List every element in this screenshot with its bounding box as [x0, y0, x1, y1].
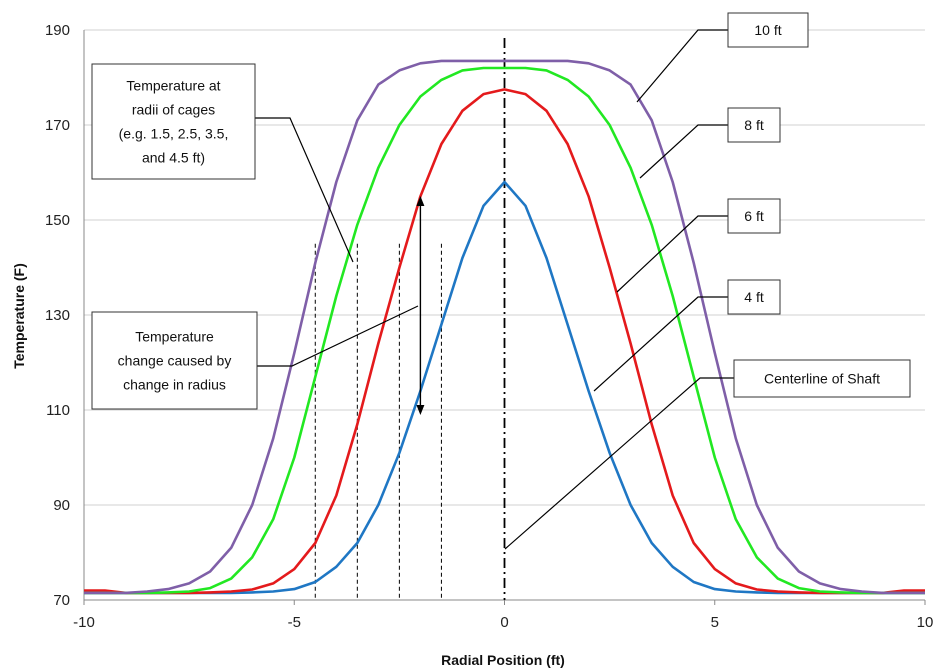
annotation-box-c6	[727, 198, 781, 234]
annotation-text-cages: radii of cages	[132, 102, 215, 118]
leader-change	[257, 305, 419, 367]
y-tick-label: 150	[45, 212, 70, 229]
y-tick-label: 90	[53, 497, 70, 514]
leader-c10	[636, 29, 728, 103]
x-tick-label: -5	[288, 614, 301, 631]
annotation-box-change	[91, 311, 258, 410]
x-tick-label: 10	[917, 614, 934, 631]
series-lines	[84, 59, 925, 595]
y-tick-label: 130	[45, 307, 70, 324]
annotation-text-change: change caused by	[118, 353, 232, 369]
series-line-6ft	[84, 88, 925, 595]
series-line-8ft	[84, 66, 925, 595]
annotation-text-change: change in radius	[123, 377, 226, 393]
annotation-text-cages: Temperature at	[126, 78, 220, 94]
annotation-box-cages	[91, 63, 256, 180]
leader-c8	[639, 124, 728, 179]
annotation-boxes: Temperature at radii of cages (e.g. 1.5, 2…	[91, 12, 911, 410]
y-tick-label: 110	[46, 402, 70, 419]
x-tick-label: 0	[500, 614, 508, 631]
annotation-text-cages: and 4.5 ft)	[142, 150, 205, 166]
series-line-10ft	[84, 59, 925, 595]
y-tick-label: 70	[53, 592, 70, 609]
x-tick-label: -10	[73, 614, 95, 631]
annotation-text-shaft: Centerline of Shaft	[764, 371, 880, 387]
annotation-box-shaft	[733, 359, 911, 398]
leader-c6	[616, 215, 728, 293]
annotation-text-change: Temperature	[135, 329, 214, 345]
annotation-box-c4	[727, 279, 781, 315]
leader-cages	[255, 117, 354, 263]
annotation-box-c8	[727, 107, 781, 143]
leader-shaft	[504, 377, 734, 550]
annotation-text-c4: 4 ft	[744, 289, 764, 305]
annotation-leaders	[255, 29, 734, 550]
annotation-text-c6: 6 ft	[744, 208, 764, 224]
x-tick-label: 5	[711, 614, 719, 631]
y-tick-label: 190	[45, 22, 70, 39]
annotation-text-cages: (e.g. 1.5, 2.5, 3.5,	[119, 126, 229, 142]
annotation-text-c8: 8 ft	[744, 117, 764, 133]
y-tick-label: 170	[45, 117, 70, 134]
annotation-box-c10	[727, 12, 809, 48]
tick-labels: 70 90 110 130 150 170 190 -10 -5 0 5 10	[45, 22, 933, 631]
y-axis-title: Temperature (F)	[11, 263, 27, 369]
leader-c4	[593, 296, 728, 392]
annotation-text-c10: 10 ft	[754, 22, 781, 38]
x-axis-title: Radial Position (ft)	[441, 652, 565, 668]
